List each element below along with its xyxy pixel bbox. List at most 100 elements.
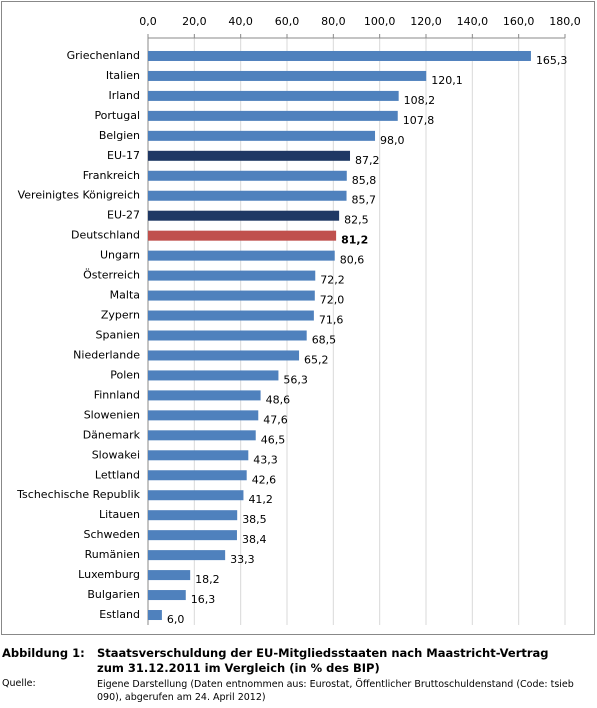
- y-tick-label: Spanien: [96, 329, 141, 342]
- bar: [148, 590, 186, 601]
- y-tick-label: Finnland: [94, 388, 140, 401]
- value-label: 46,5: [261, 433, 286, 446]
- y-tick-label: Niederlande: [73, 348, 140, 361]
- bar: [148, 510, 238, 521]
- bar: [148, 150, 351, 161]
- source-text: Eigene Darstellung (Daten entnommen aus:…: [97, 679, 574, 703]
- value-label: 98,0: [380, 134, 405, 147]
- bar: [148, 490, 244, 501]
- bar: [148, 130, 376, 141]
- bar: [148, 50, 531, 61]
- y-tick-label: Griechenland: [67, 49, 140, 62]
- value-label: 47,6: [263, 413, 288, 426]
- value-label: 165,3: [536, 54, 568, 67]
- y-tick-label: Slowenien: [84, 408, 140, 421]
- bar: [148, 410, 259, 421]
- source-label: Quelle:: [2, 678, 36, 689]
- bar: [148, 330, 307, 341]
- x-tick-label: 20,0: [182, 15, 207, 28]
- value-label: 72,2: [320, 274, 345, 287]
- y-tick-label: Ungarn: [100, 249, 140, 262]
- value-label: 65,2: [304, 353, 329, 366]
- y-tick-label: Polen: [110, 368, 140, 381]
- value-label: 38,4: [242, 533, 267, 546]
- bar: [148, 250, 335, 261]
- x-tick-label: 140,0: [457, 15, 489, 28]
- bar: [148, 570, 191, 581]
- bar: [148, 430, 256, 441]
- x-tick-label: 100,0: [364, 15, 396, 28]
- bar: [148, 610, 162, 621]
- bar: [148, 530, 237, 541]
- value-label: 41,2: [248, 493, 272, 506]
- value-label: 43,3: [253, 453, 277, 466]
- bar: [148, 170, 347, 181]
- y-tick-label: Estland: [99, 608, 140, 621]
- y-tick-label: Litauen: [99, 508, 140, 521]
- bar: [148, 550, 226, 561]
- y-tick-label: EU-17: [107, 149, 140, 162]
- chart: 0,0 20,0 40,0 60,0 80,0 100,0 120,0 140,0 160,0 1…: [1, 1, 595, 635]
- value-label: 85,7: [352, 194, 377, 207]
- y-tick-label: Tschechische Republik: [16, 488, 140, 501]
- bar: [148, 110, 398, 121]
- bar: [148, 450, 249, 461]
- x-tick-label: 180,0: [549, 15, 581, 28]
- x-tick-label: 80,0: [321, 15, 346, 28]
- value-label: 38,5: [242, 513, 266, 526]
- bar: [148, 470, 247, 481]
- x-tick-label: 40,0: [228, 15, 253, 28]
- bar: [148, 90, 399, 101]
- value-label: 87,2: [355, 154, 380, 167]
- bar: [148, 190, 347, 201]
- y-tick-label: Portugal: [94, 109, 140, 122]
- y-tick-label: Zypern: [101, 309, 140, 322]
- x-tick-label: 120,0: [410, 15, 442, 28]
- value-label: 82,5: [344, 214, 369, 227]
- value-label: 80,6: [340, 254, 365, 267]
- caption-label: Abbildung 1:: [2, 646, 85, 660]
- value-label: 85,8: [352, 174, 377, 187]
- value-label: 42,6: [252, 473, 277, 486]
- bar: [148, 70, 427, 81]
- y-tick-label: Frankreich: [83, 169, 140, 182]
- y-tick-label: Österreich: [83, 269, 140, 282]
- y-tick-label: Rumänien: [85, 548, 140, 561]
- value-label: 16,3: [191, 593, 216, 606]
- value-label: 6,0: [167, 613, 185, 626]
- y-tick-label: Lettland: [95, 468, 140, 481]
- value-label: 120,1: [431, 74, 463, 87]
- caption-title: Staatsverschuldung der EU-Mitgliedsstaat…: [97, 646, 549, 675]
- bar: [148, 210, 340, 221]
- y-tick-label: Bulgarien: [87, 588, 140, 601]
- bar: [148, 390, 261, 401]
- value-label: 108,2: [404, 94, 436, 107]
- y-tick-label: Schweden: [84, 528, 141, 541]
- y-tick-label: Belgien: [99, 129, 140, 142]
- y-tick-label: Dänemark: [83, 428, 141, 441]
- x-tick-label: 60,0: [275, 15, 300, 28]
- bar: [148, 270, 316, 281]
- x-tick-label: 160,0: [503, 15, 535, 28]
- value-label: 107,8: [403, 114, 435, 127]
- y-tick-label: Slowakei: [92, 448, 140, 461]
- value-label: 68,5: [312, 334, 337, 347]
- y-tick-label: Italien: [106, 69, 140, 82]
- bar: [148, 350, 300, 361]
- y-tick-label: Luxemburg: [78, 568, 140, 581]
- y-tick-label: Deutschland: [71, 229, 140, 242]
- value-label: 56,3: [283, 373, 308, 386]
- bar: [148, 370, 279, 381]
- value-label: 71,6: [319, 314, 344, 327]
- value-label: 18,2: [195, 573, 220, 586]
- value-label: 81,2: [341, 234, 368, 247]
- y-tick-label: Vereinigtes Königreich: [18, 189, 140, 202]
- value-label: 33,3: [230, 553, 255, 566]
- y-tick-label: Malta: [110, 289, 140, 302]
- bar: [148, 310, 314, 321]
- value-label: 72,0: [320, 294, 345, 307]
- x-tick-label: 0,0: [139, 15, 157, 28]
- value-label: 48,6: [266, 393, 291, 406]
- bar: [148, 230, 337, 241]
